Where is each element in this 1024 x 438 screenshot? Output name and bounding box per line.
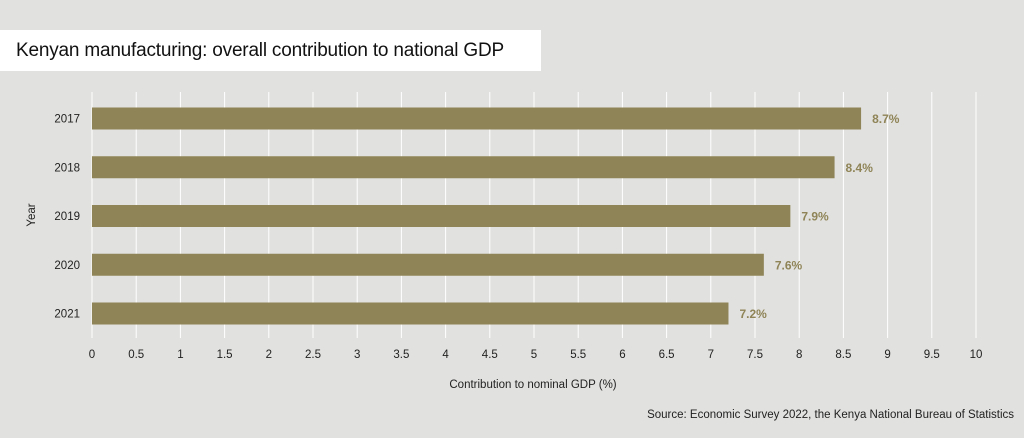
x-axis-title: Contribution to nominal GDP (%) <box>449 379 616 391</box>
y-tick-label: 2018 <box>54 162 80 174</box>
y-tick-label: 2019 <box>54 211 80 223</box>
x-tick-label: 2 <box>266 349 272 361</box>
x-tick-label: 7.5 <box>747 349 763 361</box>
x-tick-label: 0.5 <box>128 349 144 361</box>
bars-layer <box>92 107 862 325</box>
x-tick-label: 1 <box>177 349 183 361</box>
x-tick-label: 4 <box>442 349 449 361</box>
x-tick-label: 4.5 <box>482 349 498 361</box>
value-label: 7.6% <box>775 258 803 272</box>
x-tick-label: 7 <box>708 349 714 361</box>
value-label: 7.9% <box>801 210 829 224</box>
x-tick-label: 10 <box>970 349 983 361</box>
bar-2020 <box>92 253 764 276</box>
chart-title: Kenyan manufacturing: overall contributi… <box>16 39 504 61</box>
value-label: 7.2% <box>739 307 767 321</box>
x-tick-label: 5.5 <box>570 349 586 361</box>
value-label: 8.7% <box>872 112 900 126</box>
x-tick-label: 2.5 <box>305 349 321 361</box>
chart-title-box: Kenyan manufacturing: overall contributi… <box>0 30 541 71</box>
x-tick-label: 6.5 <box>659 349 675 361</box>
x-tick-label: 8.5 <box>835 349 851 361</box>
y-tick-label: 2021 <box>54 309 80 321</box>
y-tick-label: 2017 <box>54 114 80 126</box>
x-tick-label: 1.5 <box>217 349 233 361</box>
x-tick-label: 0 <box>89 349 95 361</box>
x-tick-label: 3 <box>354 349 360 361</box>
labels-layer: 0 0.5 1 1.5 2 2.5 3 3.5 4 4.5 5 5.5 6 6.5 7 7.5 8 8.5 9 9.5… <box>54 112 982 361</box>
bar-2021 <box>92 302 729 325</box>
bar-2019 <box>92 205 791 227</box>
x-tick-label: 9 <box>884 349 890 361</box>
value-label: 8.4% <box>846 161 874 175</box>
source-note: Source: Economic Survey 2022, the Kenya … <box>647 409 1014 421</box>
y-tick-label: 2020 <box>54 260 80 272</box>
bar-2017 <box>92 107 862 130</box>
bar-2018 <box>92 156 835 179</box>
x-tick-label: 8 <box>796 349 802 361</box>
x-tick-label: 5 <box>531 349 537 361</box>
x-tick-label: 6 <box>619 349 625 361</box>
x-tick-label: 9.5 <box>924 349 940 361</box>
x-tick-label: 3.5 <box>393 349 409 361</box>
y-axis-title: Year <box>26 203 38 226</box>
